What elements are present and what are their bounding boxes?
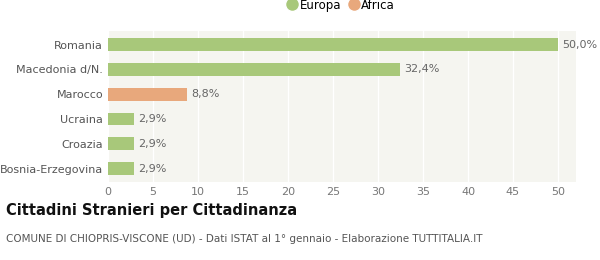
Text: 50,0%: 50,0%: [563, 40, 598, 49]
Legend: Europa, Africa: Europa, Africa: [284, 0, 400, 16]
Text: COMUNE DI CHIOPRIS-VISCONE (UD) - Dati ISTAT al 1° gennaio - Elaborazione TUTTIT: COMUNE DI CHIOPRIS-VISCONE (UD) - Dati I…: [6, 234, 482, 244]
Bar: [108, 38, 558, 51]
Text: 2,9%: 2,9%: [139, 114, 167, 124]
Bar: [108, 88, 187, 101]
Text: 8,8%: 8,8%: [192, 89, 220, 99]
Bar: [108, 63, 400, 76]
Text: 32,4%: 32,4%: [404, 64, 439, 74]
Bar: [108, 113, 134, 126]
Text: 2,9%: 2,9%: [139, 139, 167, 149]
Text: Cittadini Stranieri per Cittadinanza: Cittadini Stranieri per Cittadinanza: [6, 203, 297, 218]
Bar: [108, 137, 134, 150]
Text: 2,9%: 2,9%: [139, 164, 167, 174]
Bar: [108, 162, 134, 175]
